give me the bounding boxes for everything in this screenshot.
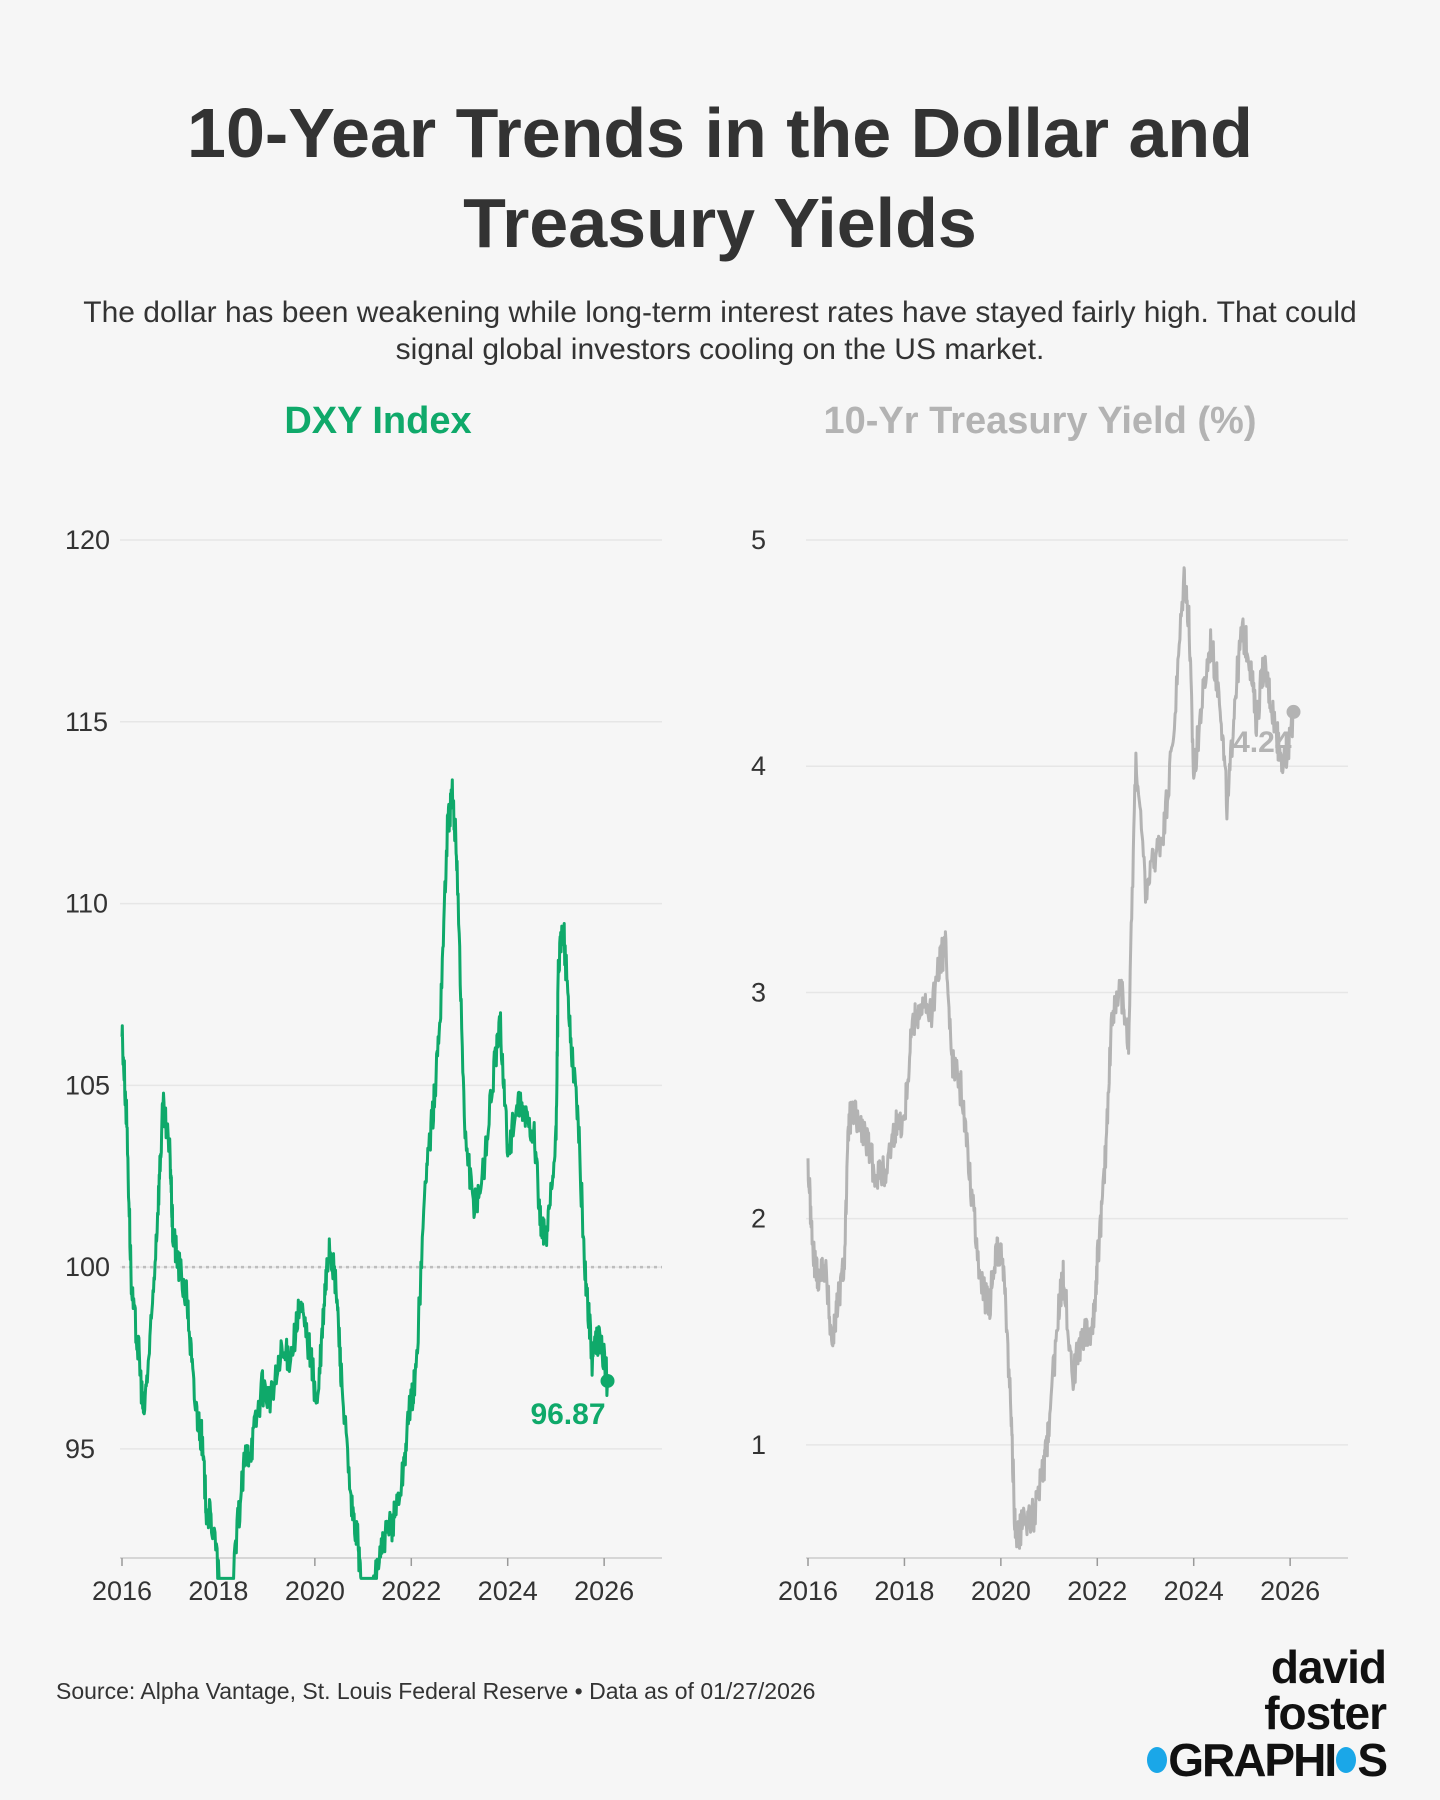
treasury-series-line <box>806 566 1295 1550</box>
treasury-chart-title: 10-Yr Treasury Yield (%) <box>823 400 1257 442</box>
treasury-end-label: 4.24 <box>1233 726 1292 759</box>
page-subtitle: The dollar has been weakening while long… <box>83 296 1357 366</box>
logo-line-2: GRAPHI S <box>1146 1734 1388 1786</box>
dxy-y-tick-label: 110 <box>65 889 108 919</box>
dxy-x-tick-label: 2022 <box>381 1576 441 1606</box>
logo-dot-icon <box>1147 1747 1168 1773</box>
dxy-y-tick-label: 105 <box>65 1070 110 1100</box>
treasury-x-tick-label: 2020 <box>971 1576 1031 1606</box>
treasury-y-tick-label: 4 <box>751 751 766 781</box>
treasury-x-tick-label: 2024 <box>1164 1576 1224 1606</box>
treasury-y-tick-label: 1 <box>751 1430 766 1460</box>
treasury-chart: 1 2 3 4 5 2016 2018 2020 2022 2024 2026 4.24 <box>751 525 1348 1606</box>
dxy-x-tick-label: 2020 <box>285 1576 345 1606</box>
dxy-chart: 95 100 105 110 115 120 2016 2018 2020 2022 2024 202… <box>65 525 662 1606</box>
treasury-y-tick-label: 2 <box>751 1204 766 1234</box>
dxy-series-line <box>120 778 609 1580</box>
brand-logo: david foster GRAPHI S <box>1146 1641 1388 1786</box>
dxy-end-label: 96.87 <box>530 1398 605 1431</box>
treasury-x-tick-label: 2022 <box>1067 1576 1127 1606</box>
dxy-chart-title: DXY Index <box>284 400 472 442</box>
dxy-x-tick-label: 2026 <box>574 1576 634 1606</box>
dxy-y-tick-label: 120 <box>65 525 110 555</box>
treasury-end-point <box>1286 704 1301 719</box>
logo-line-2-part1: GRAPHI <box>1168 1734 1337 1786</box>
dxy-x-tick-label: 2018 <box>188 1576 248 1606</box>
dxy-y-tick-label: 100 <box>65 1252 110 1282</box>
dxy-end-point <box>600 1373 615 1388</box>
treasury-y-tick-label: 5 <box>751 525 766 555</box>
logo-line-2-part2: S <box>1357 1734 1388 1786</box>
treasury-x-tick-label: 2018 <box>874 1576 934 1606</box>
dxy-y-tick-label: 115 <box>65 707 108 737</box>
dxy-x-tick-label: 2024 <box>478 1576 538 1606</box>
dxy-x-tick-label: 2016 <box>92 1576 152 1606</box>
treasury-y-tick-label: 3 <box>751 977 766 1007</box>
logo-dot-icon <box>1336 1747 1357 1773</box>
dxy-y-tick-label: 95 <box>65 1434 95 1464</box>
logo-line-1: david foster <box>1264 1641 1387 1739</box>
source-note: Source: Alpha Vantage, St. Louis Federal… <box>56 1678 816 1704</box>
treasury-x-tick-label: 2016 <box>778 1576 838 1606</box>
page-title: 10-Year Trends in the Dollar and Treasur… <box>187 94 1253 262</box>
treasury-x-tick-label: 2026 <box>1260 1576 1320 1606</box>
